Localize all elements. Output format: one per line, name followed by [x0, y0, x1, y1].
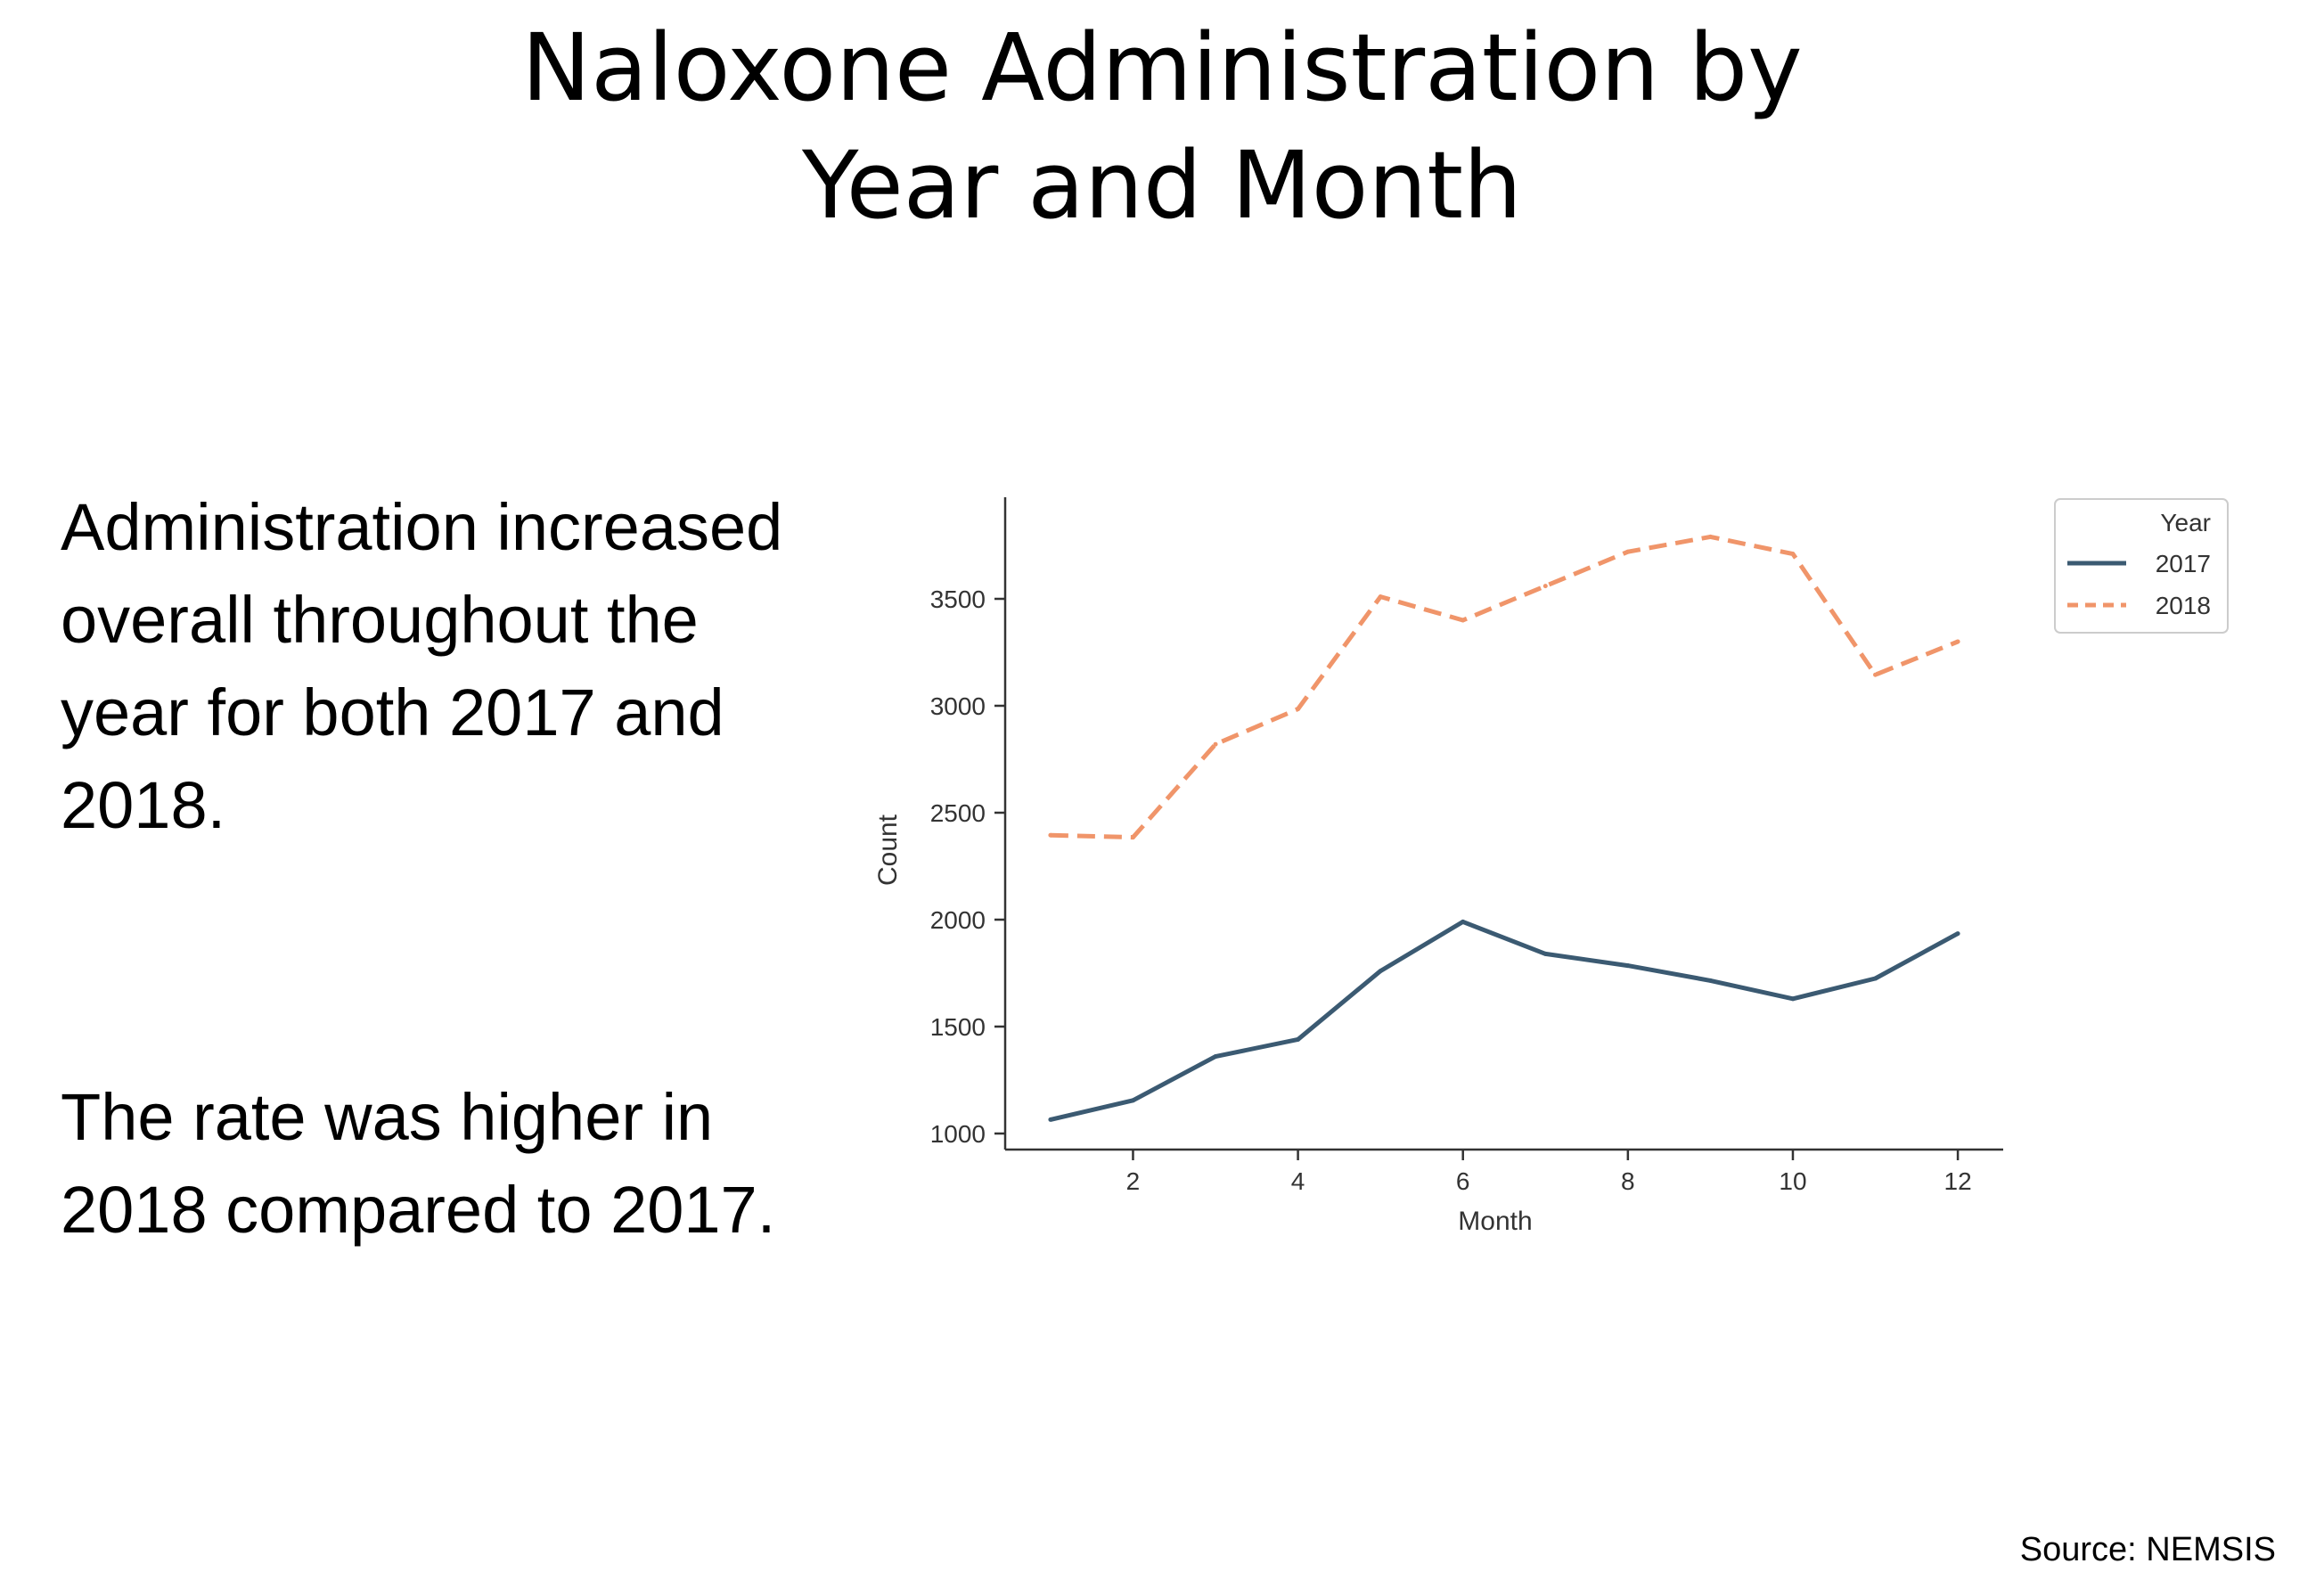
- data-point-2018: [1213, 741, 1218, 747]
- slide-title-line-1: Naloxone Administration by: [521, 13, 1803, 122]
- y-tick-label: 3500: [930, 585, 986, 613]
- data-point-2018: [1955, 639, 1960, 644]
- legend-box: [2054, 498, 2229, 634]
- data-point-2017: [1790, 996, 1796, 1002]
- data-point-2017: [1130, 1098, 1135, 1103]
- data-point-2017: [1707, 978, 1713, 983]
- legend-label-2017: 2017: [2156, 550, 2211, 577]
- data-point-2018: [1130, 835, 1135, 840]
- data-point-2017: [1378, 969, 1383, 974]
- x-tick-label: 6: [1456, 1167, 1470, 1195]
- data-point-2018: [1048, 832, 1053, 838]
- summary-paragraph-2: The rate was higher in 2018 compared to …: [61, 1080, 776, 1247]
- y-tick-label: 1500: [930, 1013, 986, 1041]
- data-point-2018: [1790, 552, 1796, 557]
- y-tick-label: 3000: [930, 692, 986, 720]
- data-point-2017: [1625, 963, 1631, 969]
- data-point-2017: [1296, 1036, 1301, 1042]
- data-point-2018: [1296, 707, 1301, 712]
- slide-title: Naloxone Administration by Year and Mont…: [0, 9, 2324, 244]
- x-tick-label: 2: [1126, 1167, 1141, 1195]
- data-point-2017: [1543, 951, 1548, 956]
- data-point-2017: [1048, 1117, 1053, 1122]
- series-line-2018: [1050, 534, 1960, 840]
- legend-label-2018: 2018: [2156, 592, 2211, 619]
- data-point-2018: [1873, 672, 1878, 677]
- x-tick-label: 12: [1944, 1167, 1972, 1195]
- source-note: Source: NEMSIS: [2019, 1531, 2276, 1568]
- data-point-2017: [1873, 976, 1878, 981]
- slide-title-line-2: Year and Month: [802, 131, 1522, 240]
- x-tick-label: 8: [1621, 1167, 1635, 1195]
- series-line-2017: [1050, 919, 1960, 1122]
- data-point-2017: [1461, 919, 1466, 924]
- x-tick-label: 10: [1779, 1167, 1806, 1195]
- data-point-2018: [1461, 618, 1466, 623]
- y-tick-label: 2500: [930, 799, 986, 827]
- summary-paragraph-1: Administration increased overall through…: [61, 490, 783, 842]
- legend-title: Year: [2160, 509, 2211, 536]
- data-point-2017: [1213, 1054, 1218, 1060]
- data-point-2018: [1378, 594, 1383, 600]
- y-axis-label: Count: [873, 814, 903, 886]
- x-tick-label: 4: [1291, 1167, 1305, 1195]
- y-tick-label: 1000: [930, 1120, 986, 1148]
- data-point-2018: [1543, 584, 1548, 589]
- data-point-2018: [1707, 534, 1713, 539]
- data-point-2018: [1625, 549, 1631, 554]
- y-tick-label: 2000: [930, 906, 986, 934]
- x-axis-label: Month: [1458, 1207, 1532, 1236]
- data-point-2017: [1955, 931, 1960, 937]
